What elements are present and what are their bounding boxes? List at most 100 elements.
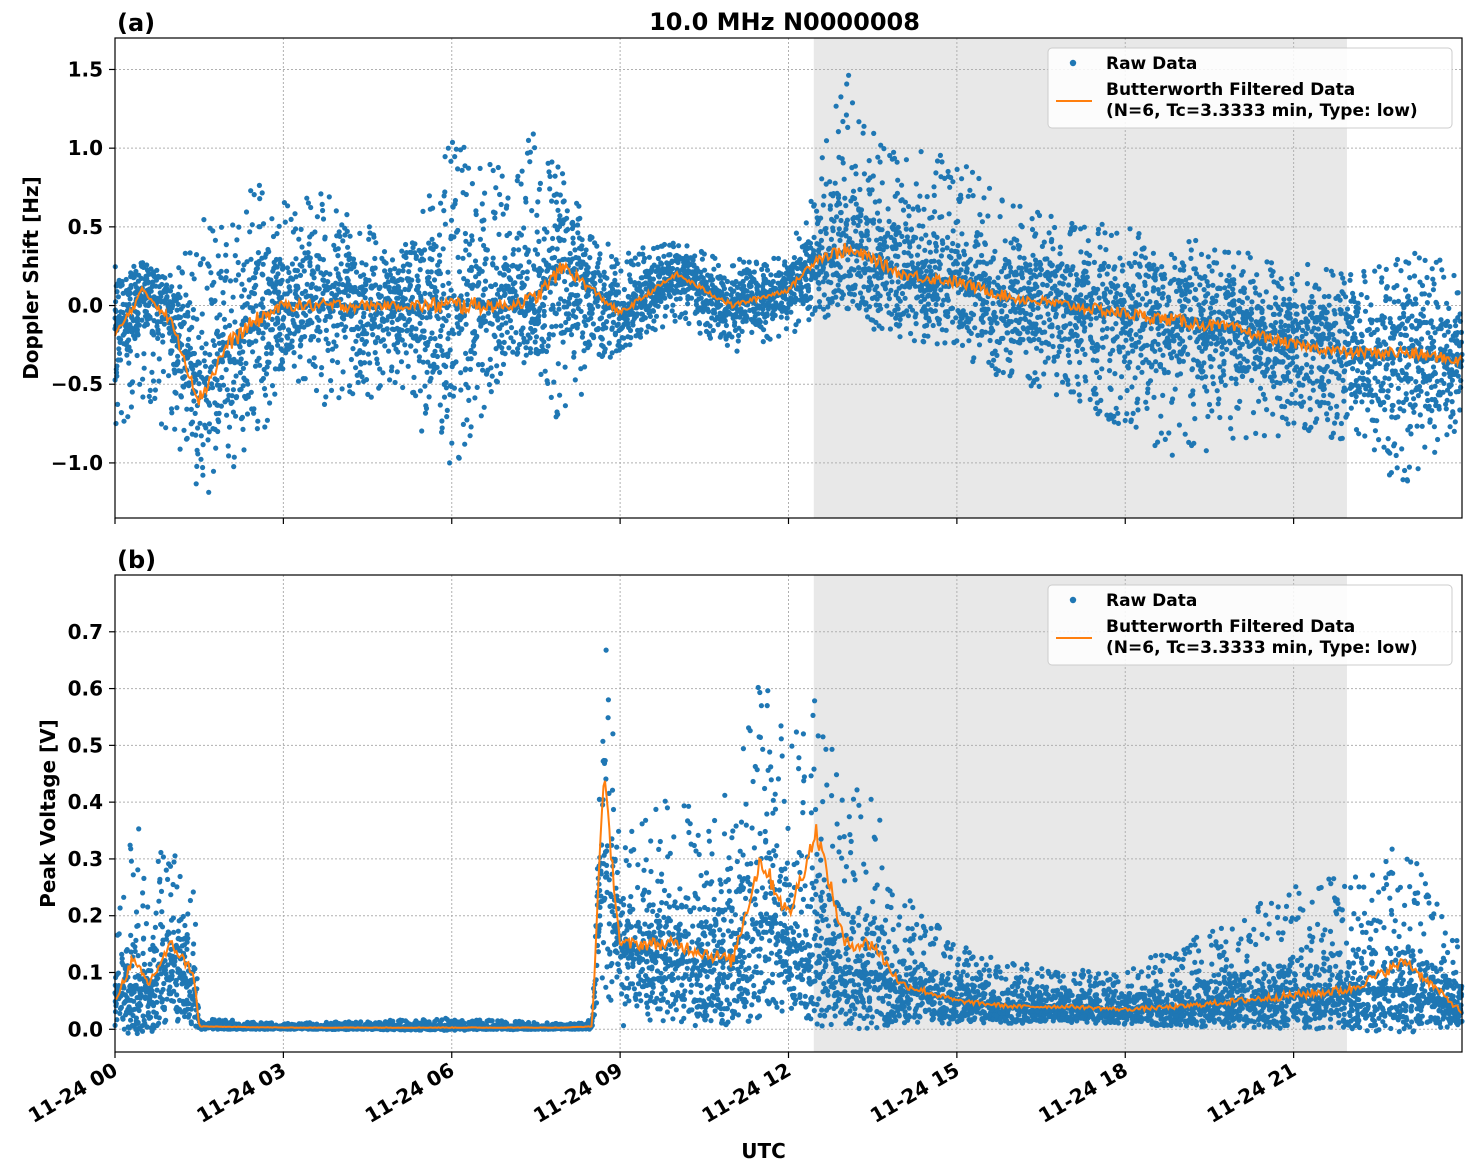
raw-data-point [1323,266,1329,273]
raw-data-point [899,233,905,239]
raw-data-point [366,236,372,242]
raw-data-point [1106,368,1113,374]
raw-data-point [1046,317,1053,323]
raw-data-point [539,336,545,342]
raw-data-point [1325,417,1331,423]
raw-data-point [632,255,638,261]
raw-data-point [1133,332,1139,338]
raw-data-point [969,169,976,175]
raw-data-point [305,200,311,206]
raw-data-point [1308,304,1314,310]
raw-data-point [986,185,993,191]
raw-data-point [236,224,242,230]
raw-data-point [251,192,257,198]
raw-data-point [1403,332,1410,338]
raw-data-point [121,418,127,424]
raw-data-point [320,216,327,222]
raw-data-point [946,211,952,217]
raw-data-point [442,189,448,195]
raw-data-point [555,411,561,417]
raw-data-point [954,338,960,344]
raw-data-point [1331,359,1337,365]
raw-data-point [981,195,987,201]
raw-data-point [456,455,462,461]
raw-data-point [1309,329,1315,335]
raw-data-point [566,311,572,317]
raw-data-point [307,263,313,269]
raw-data-point [1010,245,1017,251]
raw-data-point [1395,414,1401,420]
raw-data-point [1337,328,1343,334]
raw-data-point [123,276,129,283]
raw-data-point [881,146,887,152]
raw-data-point [294,313,300,319]
raw-data-point [1384,284,1390,290]
raw-data-point [221,300,227,306]
raw-data-point [494,363,500,369]
raw-data-point [1054,372,1060,378]
raw-data-point [637,334,644,340]
raw-data-point [852,163,859,169]
raw-data-point [696,321,703,327]
raw-data-point [533,334,540,340]
raw-data-point [1382,407,1388,413]
raw-data-point [618,268,624,274]
raw-data-point [532,145,538,151]
raw-data-point [362,287,369,293]
raw-data-point [1447,424,1453,430]
raw-data-point [399,327,405,333]
raw-data-point [924,268,930,274]
raw-data-point [189,324,195,330]
raw-data-point [331,339,337,345]
raw-data-point [1214,388,1220,394]
raw-data-point [877,159,883,165]
raw-data-point [289,338,295,344]
raw-data-point [959,176,965,182]
raw-data-point [1057,244,1063,250]
raw-data-point [1443,406,1449,412]
raw-data-point [1129,295,1135,301]
raw-data-point [870,173,876,179]
raw-data-point [559,171,566,177]
raw-data-point [1212,247,1218,253]
raw-data-point [487,356,493,362]
raw-data-point [1248,316,1254,323]
raw-data-point [532,327,538,333]
raw-data-point [861,171,868,177]
raw-data-point [1374,418,1380,424]
raw-data-point [934,158,941,164]
raw-data-point [449,440,455,446]
raw-data-point [854,258,860,264]
raw-data-point [816,299,823,305]
raw-data-point [775,255,782,262]
raw-data-point [1404,478,1411,484]
raw-data-point [494,379,500,385]
raw-data-point [260,335,266,341]
raw-data-point [149,369,155,375]
raw-data-point [1399,446,1405,452]
raw-data-point [913,181,919,187]
raw-data-point [417,388,423,394]
raw-data-point [1043,273,1049,279]
raw-data-point [178,394,184,400]
raw-data-point [377,383,383,389]
raw-data-point [134,352,140,359]
raw-data-point [1356,431,1362,437]
raw-data-point [562,364,568,370]
raw-data-point [1222,382,1228,388]
raw-data-point [623,342,629,348]
raw-data-point [441,394,448,400]
raw-data-point [514,178,520,184]
raw-data-point [234,394,240,400]
raw-data-point [223,275,229,281]
raw-data-point [1070,389,1077,395]
raw-data-point [862,261,868,267]
raw-data-point [220,331,226,338]
raw-data-point [1278,319,1284,325]
raw-data-point [431,277,438,283]
raw-data-point [1038,348,1044,354]
raw-data-point [853,201,859,207]
raw-data-point [322,234,328,240]
raw-data-point [825,312,831,318]
